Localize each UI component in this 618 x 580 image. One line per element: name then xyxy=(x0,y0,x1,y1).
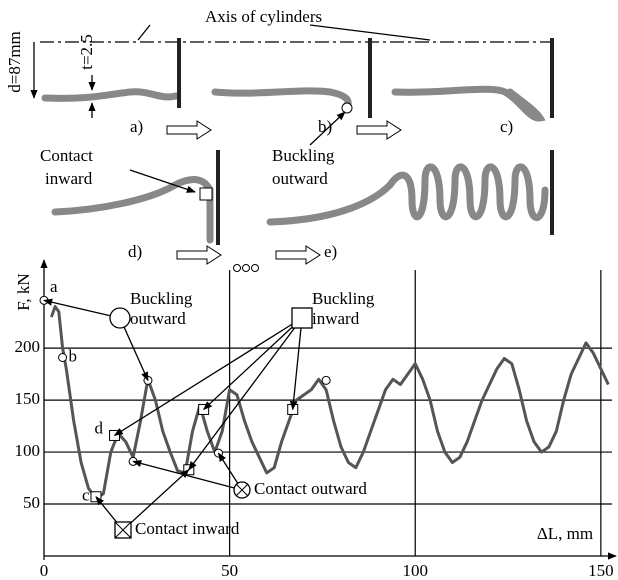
y-tick-label: 100 xyxy=(15,441,41,460)
buckle-point xyxy=(341,102,353,114)
annotation-symbol xyxy=(235,483,249,497)
step-label: b) xyxy=(318,117,332,136)
step-label: e) xyxy=(324,242,337,261)
note: Contact xyxy=(40,146,93,165)
x-tick-label: 100 xyxy=(402,561,428,580)
marker xyxy=(58,352,68,362)
plate xyxy=(550,150,554,235)
annotation: Contact outward xyxy=(254,479,367,498)
annotation-arrow xyxy=(122,469,190,531)
pointer xyxy=(309,24,431,41)
tube xyxy=(391,85,546,122)
annotation-arrow xyxy=(119,317,149,382)
annotation: Buckling xyxy=(130,289,193,308)
point-label: a xyxy=(50,277,58,296)
annotation-symbol xyxy=(291,307,313,329)
plate xyxy=(216,150,220,245)
annotation-arrow xyxy=(202,317,303,411)
step-arrows xyxy=(166,120,402,272)
step-label: c) xyxy=(500,117,513,136)
annotation-symbol xyxy=(109,307,131,329)
y-tick-label: 200 xyxy=(15,337,41,356)
step-label: a) xyxy=(130,117,143,136)
dimension-label: t=2.5 xyxy=(77,34,96,70)
tube xyxy=(211,87,352,112)
annotation-arrow xyxy=(289,317,303,411)
plate xyxy=(550,38,554,118)
dimension-label: d=87mm xyxy=(5,31,24,93)
x-tick-label: 0 xyxy=(40,561,49,580)
chart: 50 100 150 200 0 50 100 150 F, kN ΔL, mm a b c d Buckl… xyxy=(14,259,617,580)
annotation: inward xyxy=(312,309,360,328)
axis-label: Axis of cylinders xyxy=(205,7,322,26)
y-tick-label: 50 xyxy=(23,493,40,512)
tube xyxy=(41,88,180,102)
tube xyxy=(266,163,549,226)
y-axis-label: F, kN xyxy=(14,273,33,310)
x-tick-label: 50 xyxy=(221,561,238,580)
y-tick-label: 150 xyxy=(15,389,41,408)
plate xyxy=(177,38,181,108)
annotation-arrow xyxy=(43,298,121,319)
force-curve xyxy=(49,305,610,501)
plate xyxy=(368,38,372,118)
diagram: Axis of cylinders d=87mm t=2.5 a) b) c) … xyxy=(5,7,554,272)
point-label: b xyxy=(69,346,78,365)
pointer xyxy=(137,24,151,41)
x-tick-label: 150 xyxy=(588,561,614,580)
pointer xyxy=(129,169,196,193)
annotation-symbol xyxy=(114,521,132,539)
note: inward xyxy=(45,169,93,188)
point-label: c xyxy=(82,486,90,505)
point-label: d xyxy=(95,418,104,437)
note: outward xyxy=(272,169,328,188)
pointer xyxy=(309,111,346,146)
contact-point xyxy=(199,187,213,201)
annotation: outward xyxy=(130,309,186,328)
annotation: Buckling xyxy=(312,289,375,308)
annotation: Contact inward xyxy=(135,519,240,538)
note: Buckling xyxy=(272,146,335,165)
annotation-arrow xyxy=(188,317,303,471)
marker xyxy=(321,375,331,385)
step-label: d) xyxy=(128,242,142,261)
x-axis-label: ΔL, mm xyxy=(537,524,593,543)
annotation-arrow xyxy=(113,317,303,436)
tube xyxy=(51,176,214,244)
